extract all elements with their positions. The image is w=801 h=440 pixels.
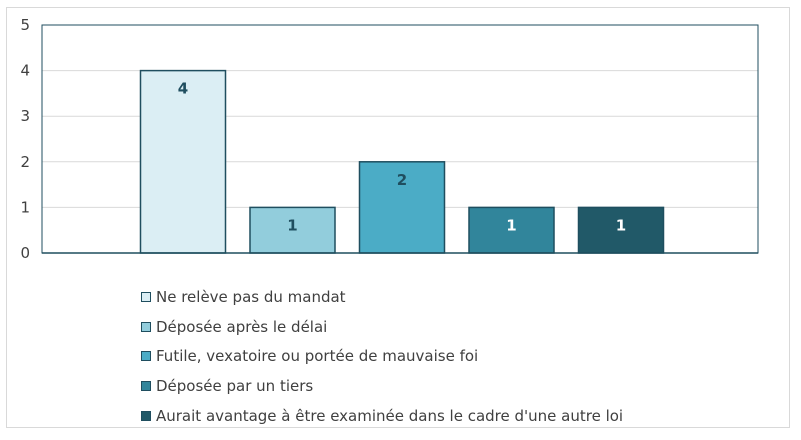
y-tick-label: 5 (20, 16, 30, 34)
legend-item: Déposée par un tiers (141, 371, 623, 401)
bar (249, 206, 336, 254)
legend-label: Futile, vexatoire ou portée de mauvaise … (156, 347, 479, 366)
legend-swatch (141, 381, 151, 392)
chart-svg: 0 1 2 3 4 5 4 1 2 1 1 (20, 16, 759, 262)
data-label: 1 (287, 216, 297, 234)
legend-item: Futile, vexatoire ou portée de mauvaise … (141, 342, 623, 372)
y-tick-label: 2 (20, 153, 30, 171)
legend-label: Déposée par un tiers (156, 377, 314, 396)
data-label: 1 (616, 216, 626, 234)
bar (358, 161, 446, 254)
y-tick-label: 3 (20, 107, 30, 125)
legend: Ne relève pas du mandat Déposée après le… (141, 282, 623, 431)
legend-item: Déposée après le délai (141, 312, 623, 342)
y-tick-label: 0 (20, 244, 30, 262)
bar (139, 69, 227, 254)
data-label: 4 (178, 80, 188, 98)
y-tick-label: 1 (20, 198, 30, 216)
chart-frame: 0 1 2 3 4 5 4 1 2 1 1 Ne relève pas du mandat Dépo… (6, 7, 790, 428)
y-tick-label: 4 (20, 62, 30, 80)
legend-label: Ne relève pas du mandat (156, 287, 346, 306)
legend-item: Ne relève pas du mandat (141, 282, 623, 312)
data-label: 2 (397, 171, 407, 189)
legend-swatch (141, 351, 151, 362)
legend-swatch (141, 321, 151, 332)
bar (468, 206, 555, 254)
legend-item: Aurait avantage à être examinée dans le … (141, 401, 623, 431)
legend-swatch (141, 411, 151, 422)
legend-label: Déposée après le délai (156, 317, 328, 336)
legend-label: Aurait avantage à être examinée dans le … (156, 407, 624, 426)
data-label: 1 (506, 216, 516, 234)
legend-swatch (141, 291, 151, 302)
